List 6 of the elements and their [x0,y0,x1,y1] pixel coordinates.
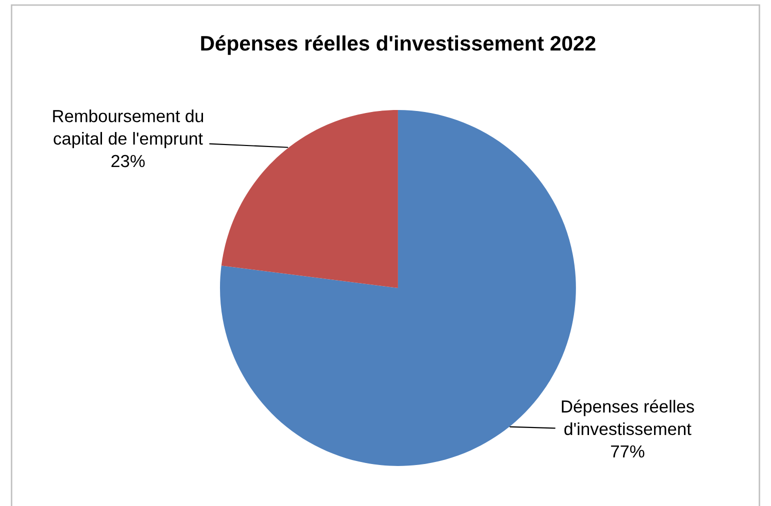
chart-title: Dépenses réelles d'investissement 2022 [201,35,596,55]
data-label: 77% [611,445,644,458]
slice-label: Dépenses réelles d'investissement [562,400,694,436]
pie-slice [221,110,398,288]
slice-label: Remboursement du capital de l'emprunt [53,110,204,148]
data-label: 23% [111,154,145,168]
